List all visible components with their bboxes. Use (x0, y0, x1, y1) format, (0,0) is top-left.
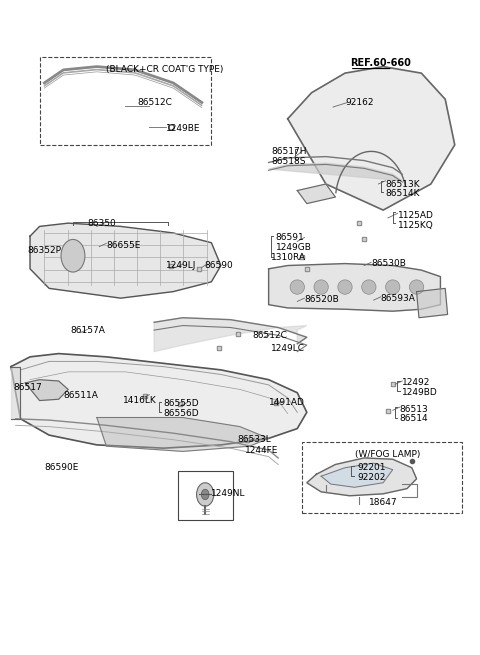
Text: 86511A: 86511A (63, 392, 98, 400)
Text: 86530B: 86530B (371, 259, 406, 268)
Text: 1125KQ: 1125KQ (397, 221, 433, 230)
Text: 86352P: 86352P (28, 246, 61, 255)
Polygon shape (154, 318, 307, 352)
Circle shape (61, 240, 85, 272)
Polygon shape (30, 223, 221, 298)
Text: 12492: 12492 (402, 379, 431, 388)
Polygon shape (321, 463, 393, 487)
Polygon shape (97, 417, 269, 451)
Text: 86533L: 86533L (238, 435, 271, 444)
Polygon shape (288, 67, 455, 210)
Polygon shape (269, 163, 402, 181)
Text: REF.60-660: REF.60-660 (350, 58, 410, 68)
Text: 86514: 86514 (400, 415, 429, 423)
Text: 86520B: 86520B (304, 295, 339, 304)
Text: 1249BE: 1249BE (166, 124, 201, 133)
Ellipse shape (290, 280, 304, 294)
Circle shape (197, 483, 214, 506)
Text: 1310RA: 1310RA (271, 253, 306, 261)
Bar (302, 441, 462, 514)
Polygon shape (297, 184, 336, 204)
Text: 92162: 92162 (345, 98, 373, 107)
Ellipse shape (385, 280, 400, 294)
Text: 1125AD: 1125AD (397, 211, 433, 220)
Text: 86590: 86590 (204, 261, 233, 270)
Polygon shape (417, 288, 447, 318)
Text: 86512C: 86512C (137, 98, 172, 107)
Text: 86350: 86350 (87, 219, 116, 228)
Ellipse shape (314, 280, 328, 294)
Text: 86517: 86517 (13, 383, 42, 392)
Text: (BLACK+CR COAT'G TYPE): (BLACK+CR COAT'G TYPE) (107, 66, 224, 75)
Text: 86513: 86513 (400, 405, 429, 413)
Ellipse shape (362, 280, 376, 294)
Polygon shape (11, 367, 21, 419)
Text: 1416LK: 1416LK (123, 396, 157, 405)
Text: 1249BD: 1249BD (402, 388, 438, 397)
Bar (178, 471, 233, 520)
Text: 1249NL: 1249NL (211, 489, 246, 498)
Bar (39, 57, 211, 145)
Text: 86513K: 86513K (385, 179, 420, 189)
Ellipse shape (338, 280, 352, 294)
Text: 86655E: 86655E (107, 241, 141, 250)
Text: 1249LJ: 1249LJ (166, 261, 196, 270)
Polygon shape (269, 263, 441, 311)
Text: 86593A: 86593A (381, 293, 416, 303)
Text: 1491AD: 1491AD (269, 398, 304, 407)
Text: 86555D: 86555D (164, 400, 199, 408)
Text: 86517H: 86517H (271, 147, 307, 156)
Ellipse shape (409, 280, 424, 294)
Text: 1249GB: 1249GB (276, 243, 312, 252)
Text: 92201: 92201 (357, 463, 385, 472)
Text: 92202: 92202 (357, 473, 385, 482)
Text: (W/FOG LAMP): (W/FOG LAMP) (355, 450, 420, 459)
Polygon shape (11, 354, 307, 448)
Polygon shape (307, 458, 417, 496)
Text: 1249LC: 1249LC (271, 344, 305, 353)
Text: 86590E: 86590E (44, 463, 79, 472)
Text: 86514K: 86514K (385, 189, 420, 198)
Text: 18647: 18647 (369, 498, 397, 507)
Text: 86157A: 86157A (71, 326, 106, 335)
Text: 86591: 86591 (276, 233, 304, 242)
Text: 86556D: 86556D (164, 409, 199, 418)
Text: 1244FE: 1244FE (245, 445, 278, 455)
Circle shape (201, 489, 209, 500)
Text: 86512C: 86512C (252, 331, 287, 340)
Polygon shape (25, 380, 68, 401)
Text: 86518S: 86518S (271, 157, 305, 166)
